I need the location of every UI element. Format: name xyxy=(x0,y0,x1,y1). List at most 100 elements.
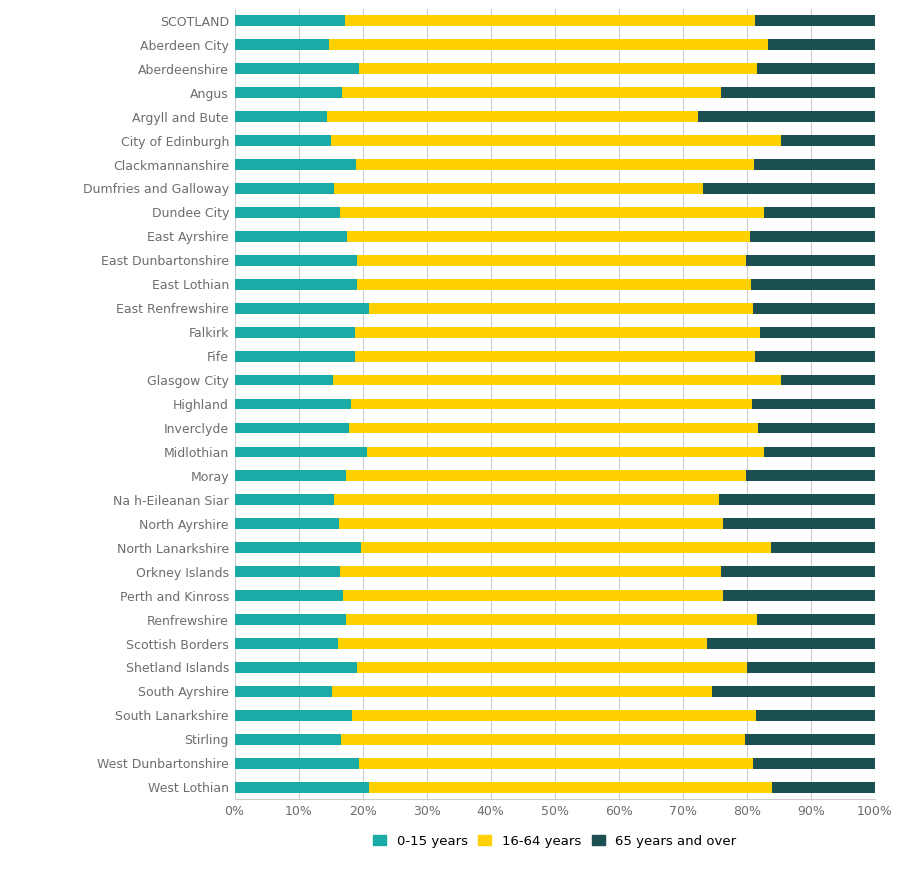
Bar xyxy=(235,591,343,601)
Bar xyxy=(367,447,764,457)
Bar xyxy=(353,710,756,721)
Bar xyxy=(707,638,875,649)
Bar xyxy=(697,111,875,122)
Bar xyxy=(770,543,875,553)
Bar xyxy=(235,757,359,769)
Bar xyxy=(369,781,772,793)
Bar xyxy=(235,686,332,697)
Bar xyxy=(759,327,875,337)
Bar xyxy=(235,638,338,649)
Bar xyxy=(235,447,367,457)
Bar xyxy=(343,591,723,601)
Bar xyxy=(346,614,757,625)
Bar xyxy=(345,15,755,27)
Bar xyxy=(745,734,875,745)
Bar xyxy=(329,39,768,51)
Bar xyxy=(722,567,875,577)
Bar xyxy=(235,781,369,793)
Bar xyxy=(359,757,752,769)
Bar xyxy=(746,471,875,481)
Bar xyxy=(757,63,875,74)
Bar xyxy=(354,351,755,361)
Bar xyxy=(750,231,875,242)
Bar xyxy=(235,710,353,721)
Bar xyxy=(235,63,359,74)
Bar xyxy=(346,471,746,481)
Bar xyxy=(235,255,357,266)
Bar xyxy=(327,111,697,122)
Bar xyxy=(235,351,354,361)
Bar xyxy=(235,734,341,745)
Bar xyxy=(719,495,875,505)
Bar xyxy=(235,423,348,433)
Bar xyxy=(330,135,781,146)
Bar xyxy=(768,39,875,51)
Bar xyxy=(764,207,875,218)
Bar xyxy=(235,39,329,51)
Bar xyxy=(235,471,346,481)
Bar xyxy=(235,111,327,122)
Bar xyxy=(356,159,754,170)
Bar xyxy=(781,135,875,146)
Bar xyxy=(341,734,745,745)
Bar xyxy=(235,375,333,385)
Bar xyxy=(357,279,751,289)
Bar xyxy=(746,255,875,266)
Bar xyxy=(235,159,356,170)
Bar xyxy=(703,183,875,194)
Bar xyxy=(758,423,875,433)
Bar xyxy=(369,303,753,313)
Bar xyxy=(721,87,875,98)
Bar xyxy=(752,757,875,769)
Bar xyxy=(754,159,875,170)
Bar xyxy=(332,686,712,697)
Bar xyxy=(235,183,335,194)
Bar xyxy=(235,279,357,289)
Bar xyxy=(723,591,875,601)
Bar xyxy=(334,495,719,505)
Bar xyxy=(235,135,330,146)
Bar xyxy=(757,614,875,625)
Bar xyxy=(235,614,346,625)
Bar xyxy=(235,399,351,409)
Bar xyxy=(235,87,342,98)
Bar xyxy=(235,567,340,577)
Bar xyxy=(752,399,875,409)
Bar xyxy=(755,15,875,27)
Bar xyxy=(235,231,346,242)
Legend: 0-15 years, 16-64 years, 65 years and over: 0-15 years, 16-64 years, 65 years and ov… xyxy=(369,831,741,852)
Bar xyxy=(357,662,747,673)
Bar xyxy=(346,231,750,242)
Bar xyxy=(235,519,339,529)
Bar xyxy=(781,375,875,385)
Bar xyxy=(362,543,770,553)
Bar xyxy=(235,15,345,27)
Bar xyxy=(339,207,764,218)
Bar xyxy=(751,279,875,289)
Bar xyxy=(235,662,357,673)
Bar xyxy=(333,375,781,385)
Bar xyxy=(753,303,875,313)
Bar xyxy=(351,399,752,409)
Bar xyxy=(235,543,362,553)
Bar xyxy=(359,63,757,74)
Bar xyxy=(235,327,354,337)
Bar xyxy=(764,447,875,457)
Bar xyxy=(338,638,707,649)
Bar xyxy=(335,183,703,194)
Bar xyxy=(348,423,758,433)
Bar xyxy=(235,303,369,313)
Bar xyxy=(235,495,334,505)
Bar xyxy=(340,567,722,577)
Bar xyxy=(235,207,339,218)
Bar xyxy=(723,519,875,529)
Bar xyxy=(354,327,759,337)
Bar xyxy=(339,519,723,529)
Bar xyxy=(357,255,746,266)
Bar xyxy=(342,87,721,98)
Bar xyxy=(712,686,875,697)
Bar xyxy=(747,662,875,673)
Bar xyxy=(772,781,875,793)
Bar xyxy=(755,351,875,361)
Bar xyxy=(756,710,875,721)
